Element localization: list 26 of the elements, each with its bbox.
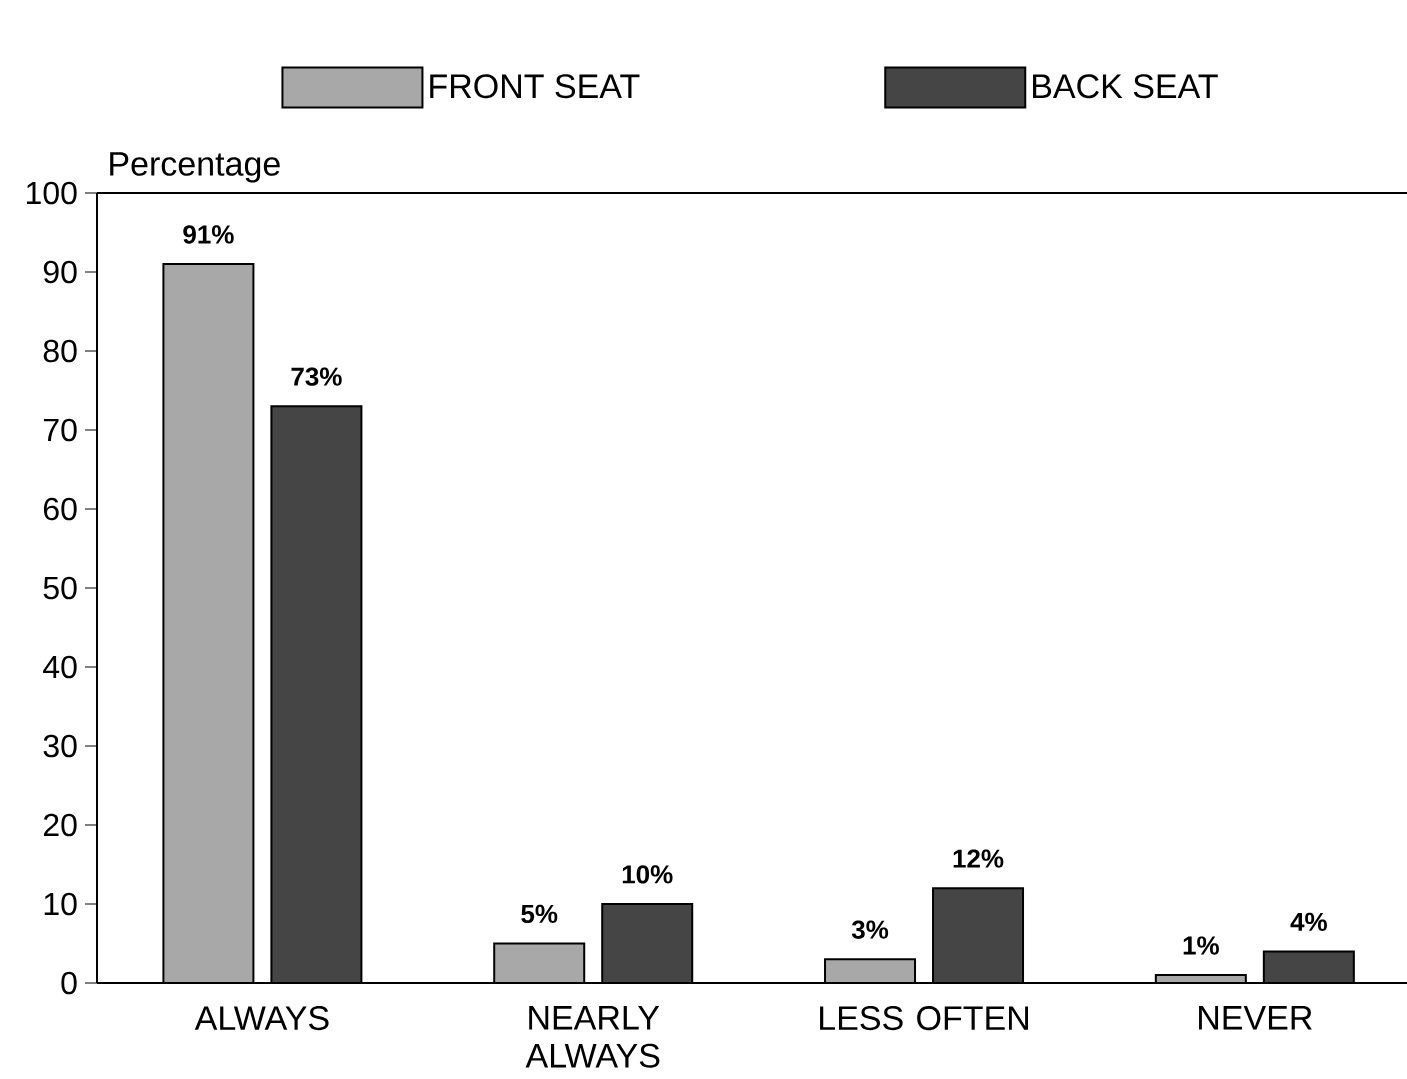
x-tick-label: LESS OFTEN <box>820 1006 1028 1031</box>
x-tick-label: NEVER <box>1199 1006 1312 1030</box>
y-tick-label: 10 <box>44 892 77 916</box>
y-tick-label: 0 <box>61 971 77 995</box>
y-tick-label: 20 <box>43 813 77 837</box>
data-label: 5% <box>521 904 558 924</box>
y-tick-label: 80 <box>43 339 77 363</box>
data-label: 4% <box>1290 912 1327 931</box>
y-tick-label: 60 <box>43 497 77 521</box>
x-tick-label: ALWAYS <box>194 1006 329 1031</box>
y-tick-label: 50 <box>43 576 77 600</box>
x-tick-label: NEARLY ALWAYS <box>525 1006 660 1068</box>
y-axis-title: Percentage <box>110 152 280 183</box>
data-label: 3% <box>851 920 889 939</box>
y-tick-label: 90 <box>43 260 77 284</box>
y-tick-label: 100 <box>26 181 77 205</box>
legend-label: BACK SEAT <box>1033 74 1218 99</box>
data-label: 91% <box>183 225 234 244</box>
y-tick-label: 30 <box>43 734 77 758</box>
data-label: 12% <box>953 849 1004 868</box>
y-tick-label: 70 <box>43 418 77 442</box>
y-tick-label: 40 <box>43 655 77 679</box>
data-label: 73% <box>291 367 342 386</box>
legend-label: FRONT SEAT <box>430 74 640 99</box>
data-label: 1% <box>1183 936 1219 955</box>
data-label: 10% <box>622 865 673 884</box>
